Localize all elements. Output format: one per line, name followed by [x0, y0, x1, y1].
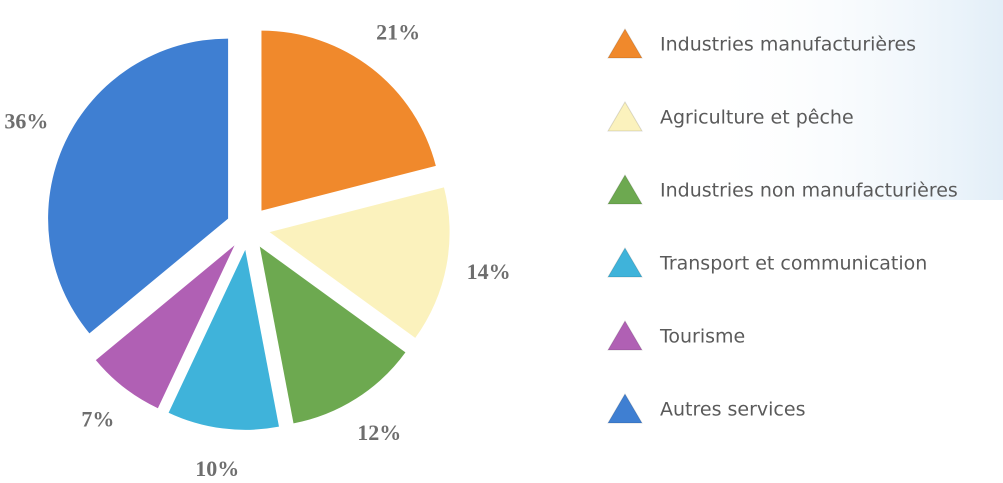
pie-slice	[261, 30, 436, 211]
pie-slice	[168, 249, 279, 430]
pie-slice	[48, 38, 229, 334]
legend-marker	[607, 247, 643, 278]
data-label: 21%	[376, 19, 420, 44]
data-label: 10%	[195, 456, 239, 479]
data-label: 36%	[4, 109, 48, 134]
pie-slice	[269, 187, 450, 338]
legend-background	[700, 0, 1003, 200]
legend-label: Tourisme	[659, 326, 745, 348]
data-label: 14%	[467, 259, 511, 284]
legend: Industries manufacturières Agriculture et…	[607, 28, 958, 424]
legend-label: Industries non manufacturières	[660, 180, 958, 202]
legend-marker	[607, 174, 643, 205]
legend-marker	[607, 320, 643, 351]
data-label: 12%	[357, 420, 401, 445]
data-label: 7%	[81, 407, 114, 432]
legend-marker	[607, 28, 643, 59]
pie: 21% 14% 12% 10% 7% 36%	[4, 19, 511, 481]
legend-marker	[607, 101, 643, 132]
legend-label: Agriculture et pêche	[660, 107, 854, 129]
legend-label: Industries manufacturières	[660, 34, 916, 56]
pie-slice	[259, 246, 406, 424]
legend-marker	[607, 393, 643, 424]
legend-label: Transport et communication	[659, 253, 927, 275]
legend-label: Autres services	[660, 399, 805, 421]
pie-slice	[95, 245, 235, 409]
